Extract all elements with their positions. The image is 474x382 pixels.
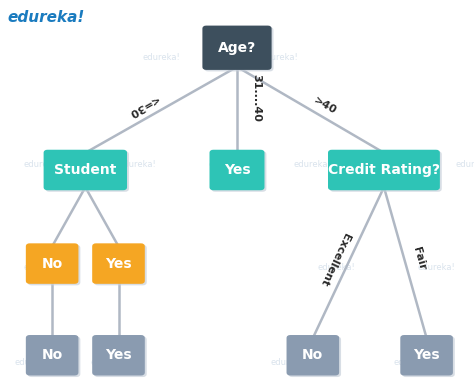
- FancyBboxPatch shape: [202, 26, 272, 70]
- FancyBboxPatch shape: [27, 337, 80, 377]
- Text: Excellent: Excellent: [318, 231, 351, 287]
- Text: edureka!: edureka!: [379, 160, 417, 169]
- Text: edureka!: edureka!: [393, 358, 431, 367]
- FancyBboxPatch shape: [328, 150, 440, 190]
- FancyBboxPatch shape: [210, 150, 264, 190]
- FancyBboxPatch shape: [94, 337, 147, 377]
- Text: No: No: [42, 257, 63, 270]
- FancyBboxPatch shape: [400, 335, 453, 376]
- Text: >40: >40: [311, 96, 338, 117]
- Text: <=30: <=30: [125, 93, 159, 119]
- Text: edureka!: edureka!: [24, 263, 62, 272]
- FancyBboxPatch shape: [46, 151, 129, 192]
- Text: edureka!: edureka!: [209, 160, 246, 169]
- FancyBboxPatch shape: [92, 335, 145, 376]
- Text: edureka!: edureka!: [24, 160, 62, 169]
- FancyBboxPatch shape: [288, 337, 341, 377]
- Text: edureka!: edureka!: [318, 263, 356, 272]
- Text: Credit Rating?: Credit Rating?: [328, 163, 440, 177]
- FancyBboxPatch shape: [211, 151, 266, 192]
- FancyBboxPatch shape: [92, 243, 145, 284]
- Text: No: No: [302, 348, 323, 362]
- FancyBboxPatch shape: [26, 335, 78, 376]
- Text: edureka!: edureka!: [14, 358, 52, 367]
- Text: Student: Student: [54, 163, 117, 177]
- FancyBboxPatch shape: [44, 150, 127, 190]
- Text: edureka!: edureka!: [90, 358, 128, 367]
- Text: edureka!: edureka!: [118, 160, 156, 169]
- Text: edureka!: edureka!: [294, 160, 332, 169]
- Text: No: No: [42, 348, 63, 362]
- Text: Yes: Yes: [105, 348, 132, 362]
- FancyBboxPatch shape: [286, 335, 339, 376]
- Text: edureka!: edureka!: [270, 358, 308, 367]
- Text: Yes: Yes: [413, 348, 440, 362]
- Text: edureka!: edureka!: [100, 263, 137, 272]
- Text: Yes: Yes: [105, 257, 132, 270]
- FancyBboxPatch shape: [402, 337, 455, 377]
- Text: Fair: Fair: [411, 246, 428, 272]
- Text: edureka!: edureka!: [417, 263, 455, 272]
- Text: Yes: Yes: [224, 163, 250, 177]
- FancyBboxPatch shape: [330, 151, 442, 192]
- FancyBboxPatch shape: [94, 245, 147, 285]
- Text: edureka!: edureka!: [455, 160, 474, 169]
- Text: edureka!: edureka!: [142, 53, 180, 62]
- Text: edureka!: edureka!: [261, 53, 299, 62]
- Text: edureka!: edureka!: [7, 10, 84, 24]
- Text: Age?: Age?: [218, 41, 256, 55]
- FancyBboxPatch shape: [27, 245, 80, 285]
- FancyBboxPatch shape: [204, 27, 273, 71]
- Text: 31....40: 31....40: [251, 74, 261, 122]
- FancyBboxPatch shape: [26, 243, 78, 284]
